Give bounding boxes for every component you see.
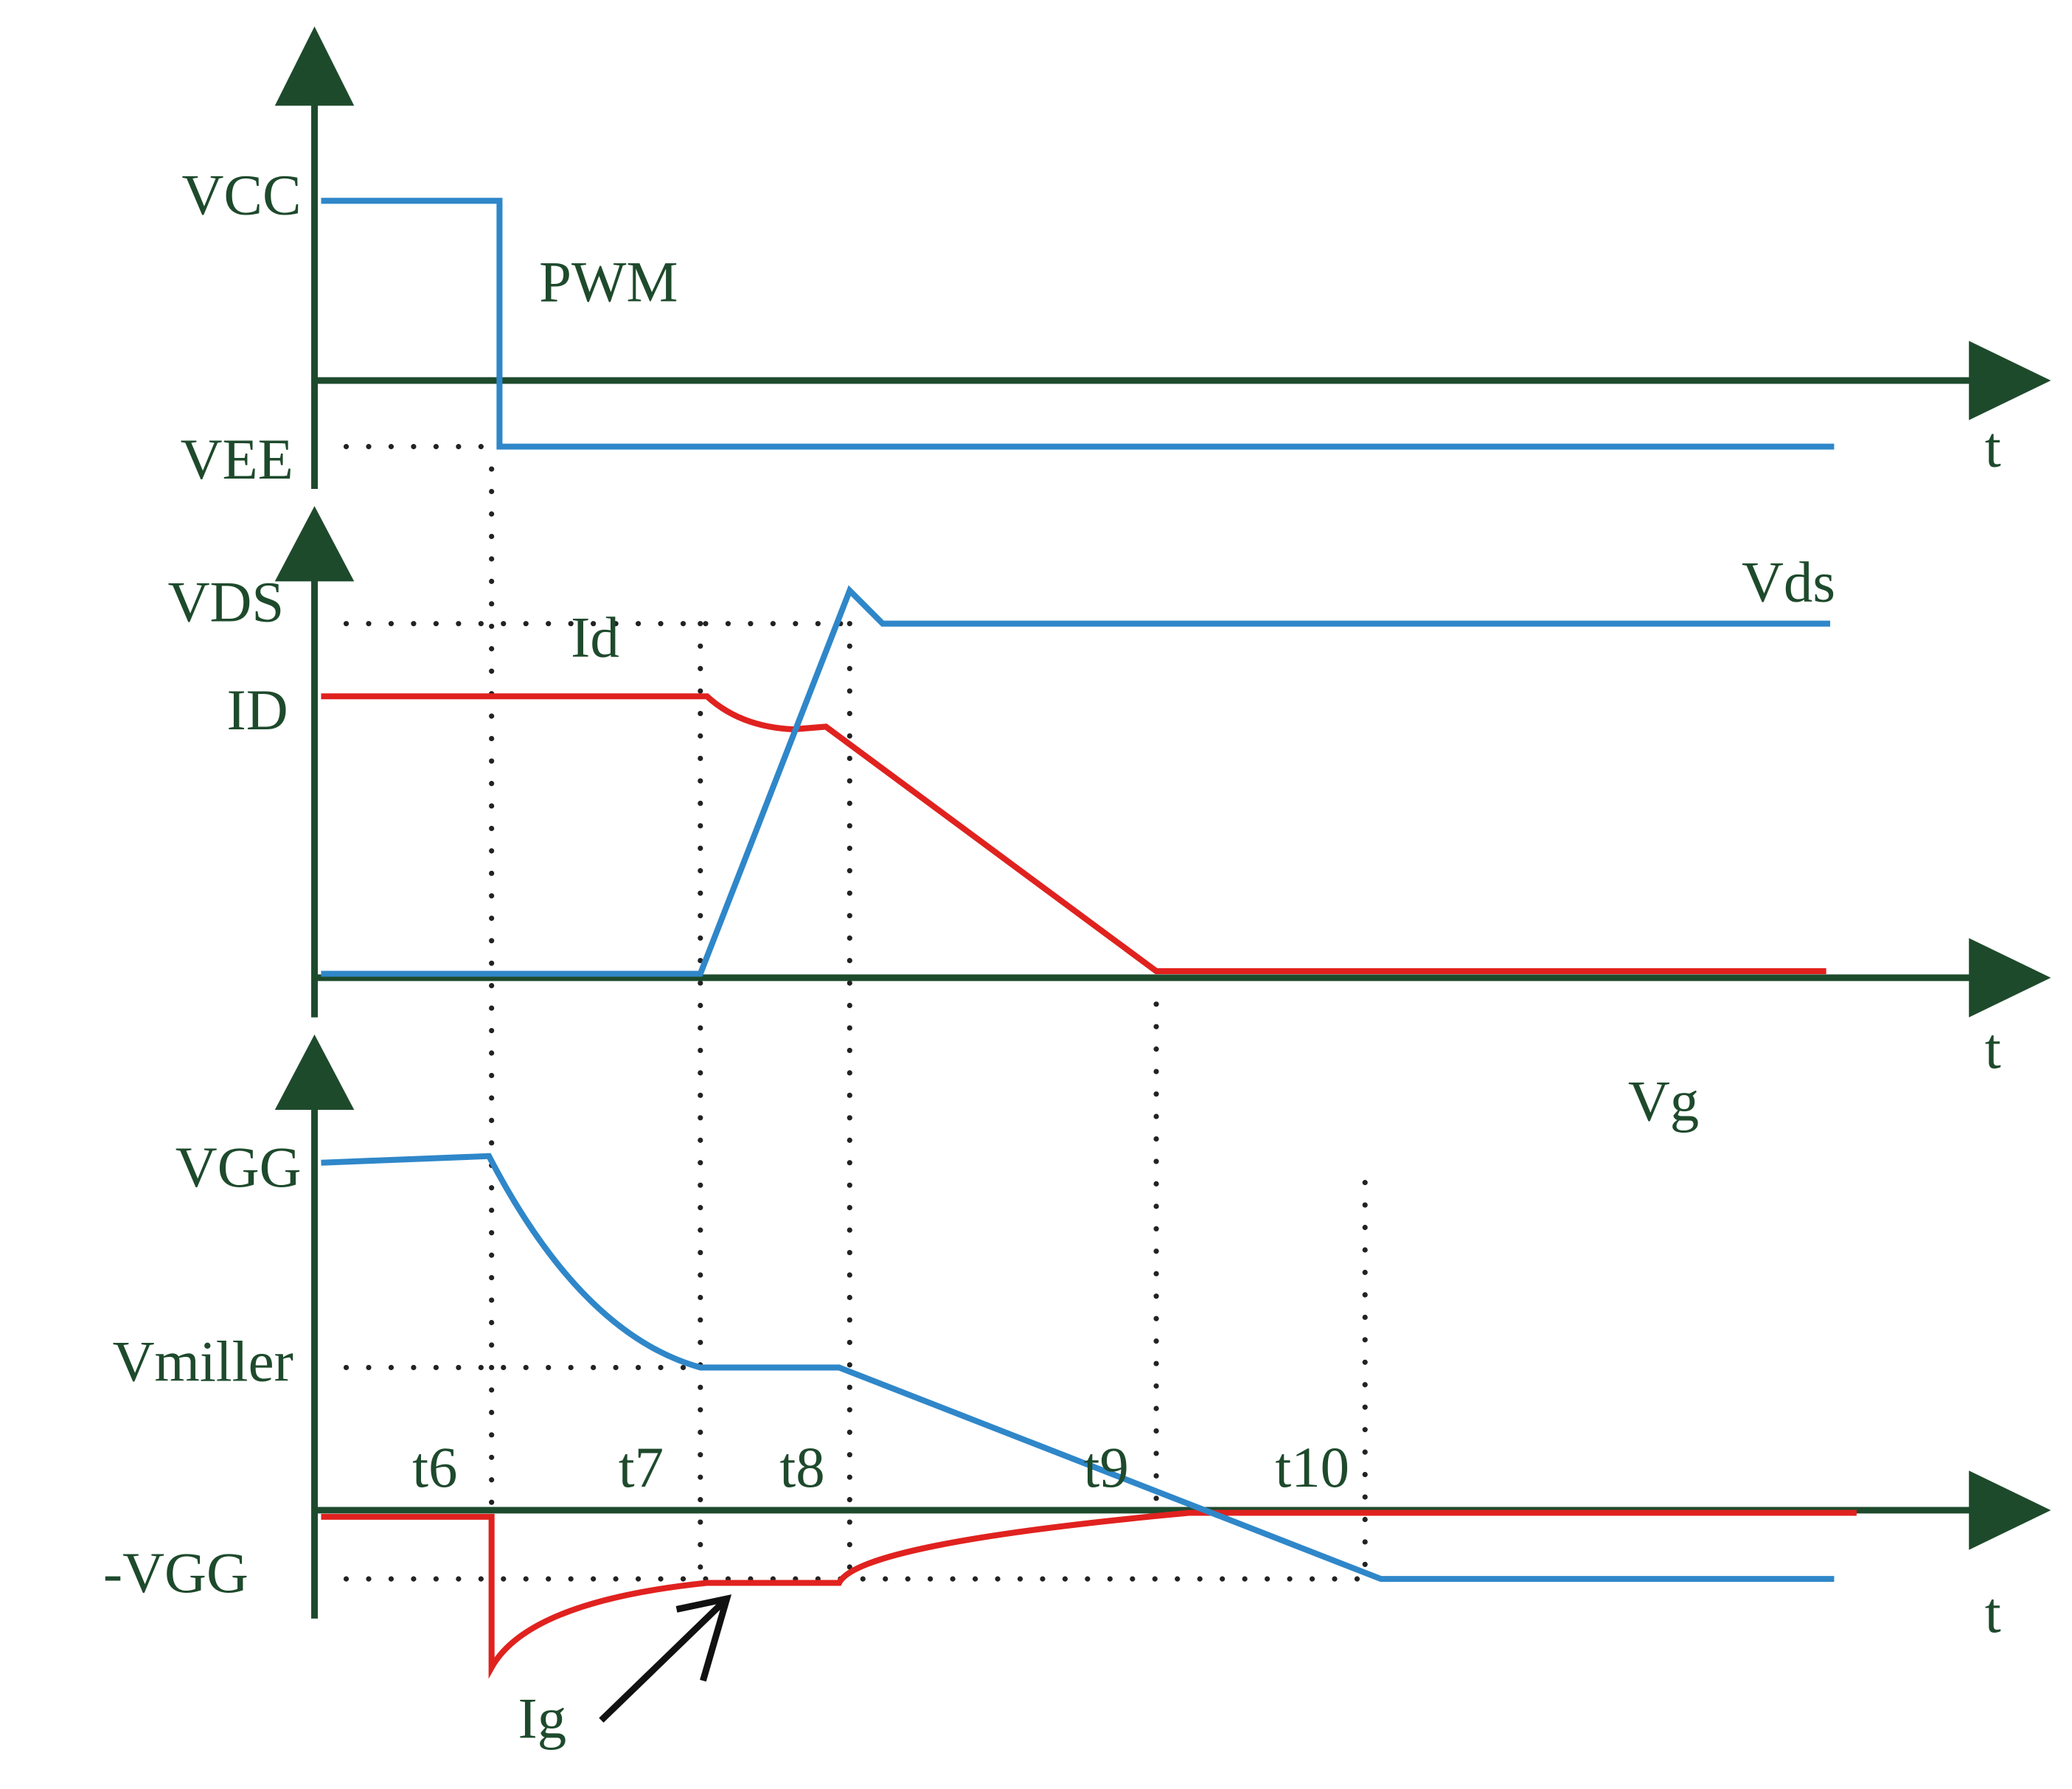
level-label: VEE bbox=[181, 428, 293, 492]
id-waveform bbox=[321, 693, 1826, 974]
level-label: VCC bbox=[181, 163, 301, 227]
time-guides bbox=[489, 466, 1368, 1575]
time-label: t8 bbox=[779, 1436, 824, 1500]
time-label: t7 bbox=[619, 1436, 664, 1500]
arrow-head bbox=[274, 1034, 355, 1111]
signal-label: Vg bbox=[1628, 1070, 1699, 1134]
level-label: VGG bbox=[175, 1136, 302, 1200]
arrow-head bbox=[1969, 341, 2051, 420]
arrow-head bbox=[274, 506, 355, 582]
middle-panel: VDS Id Vds ID t bbox=[168, 506, 2051, 1081]
signal-label: PWM bbox=[539, 251, 678, 315]
axis-label: t bbox=[1985, 1581, 2001, 1645]
top-panel: VCC PWM VEE t bbox=[181, 26, 2051, 492]
level-label: -VGG bbox=[103, 1541, 248, 1605]
signal-label: Vds bbox=[1742, 550, 1835, 614]
vds-waveform bbox=[321, 585, 1831, 977]
arrow-head bbox=[274, 26, 355, 106]
time-label: t10 bbox=[1275, 1436, 1349, 1500]
vg-waveform bbox=[321, 1153, 1835, 1583]
axis-label: t bbox=[1985, 1017, 2001, 1081]
signal-label: Id bbox=[571, 606, 619, 670]
pointer-arrow bbox=[599, 1594, 732, 1723]
arrow-head bbox=[1969, 938, 2051, 1018]
axis-label: t bbox=[1985, 416, 2001, 480]
level-label: ID bbox=[226, 678, 288, 743]
signal-label: Ig bbox=[518, 1686, 567, 1751]
arrow-head bbox=[1969, 1470, 2051, 1550]
pwm-waveform bbox=[321, 198, 1835, 450]
bottom-panel: Vg VGG Vmiller t6 t7 t8 t9 t10 -VGG Ig t bbox=[103, 1034, 2051, 1751]
time-label: t6 bbox=[412, 1436, 457, 1500]
level-label: Vmiller bbox=[113, 1330, 293, 1394]
ig-waveform bbox=[321, 1510, 1857, 1679]
time-label: t9 bbox=[1084, 1436, 1129, 1500]
level-label: VDS bbox=[168, 570, 285, 634]
